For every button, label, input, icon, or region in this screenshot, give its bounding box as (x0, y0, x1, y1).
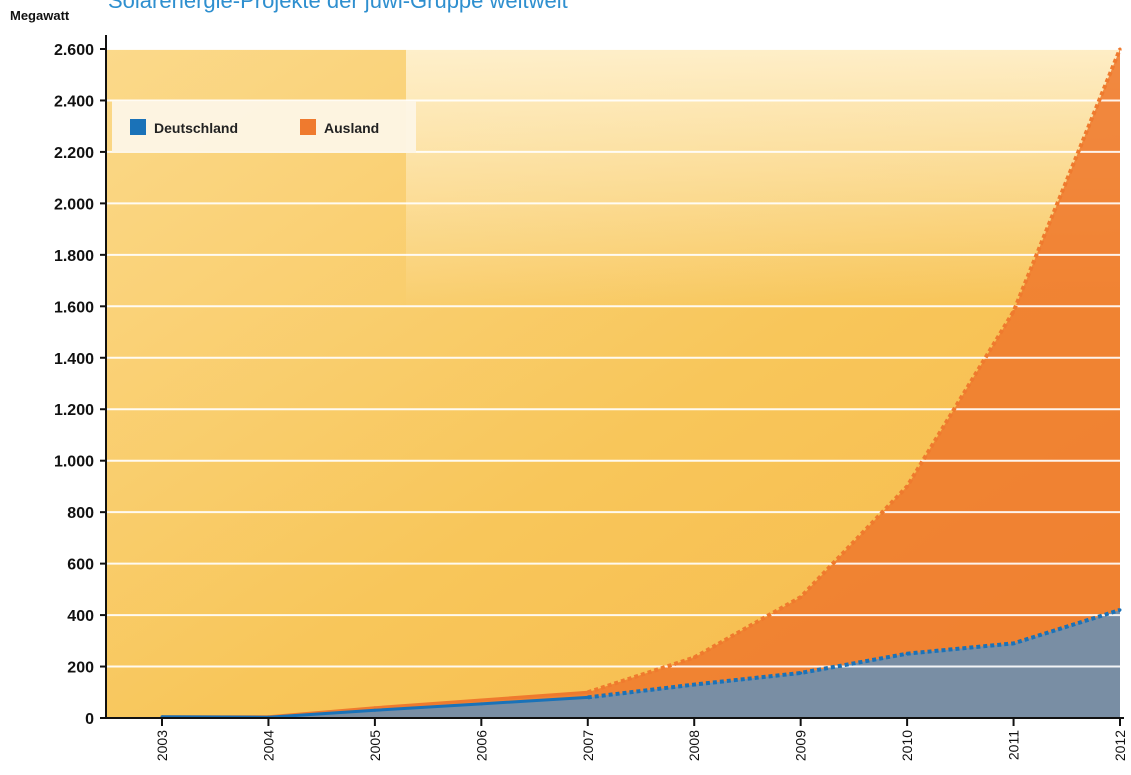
y-tick-label: 1.000 (54, 454, 94, 471)
point-deutschland-2006 (479, 702, 483, 706)
y-tick-label: 2.600 (54, 42, 94, 59)
point-deutschland-2010 (905, 652, 909, 656)
x-tick-label: 2007 (580, 730, 596, 761)
y-tick-label: 0 (85, 711, 94, 728)
x-tick-label: 2003 (154, 730, 170, 761)
legend-box (112, 101, 416, 153)
y-tick-label: 1.600 (54, 299, 94, 316)
y-tick-label: 1.800 (54, 248, 94, 265)
x-tick-label: 2006 (473, 730, 489, 761)
point-deutschland-2005 (373, 708, 377, 712)
point-deutschland-2009 (799, 671, 803, 675)
y-axis-unit-label: Megawatt (10, 8, 70, 23)
x-tick-label: 2012 (1112, 730, 1128, 761)
x-tick-label: 2011 (1006, 730, 1022, 760)
y-tick-label: 1.200 (54, 402, 94, 419)
x-tick-label: 2010 (899, 730, 915, 761)
point-deutschland-2008 (692, 683, 696, 687)
x-tick-label: 2004 (260, 730, 276, 761)
x-tick-label: 2008 (686, 730, 702, 761)
legend-swatch-deutschland (130, 119, 146, 135)
point-deutschland-2007 (586, 695, 590, 699)
y-tick-label: 800 (67, 505, 94, 522)
x-tick-label: 2009 (793, 730, 809, 761)
line-ausland-dotted (587, 48, 1122, 695)
y-tick-label: 2.200 (54, 145, 94, 162)
y-tick-label: 400 (67, 608, 94, 625)
area-ausland (162, 49, 1120, 718)
point-ausland-2006 (479, 698, 483, 702)
y-tick-label: 1.400 (54, 351, 94, 368)
point-ausland-2007 (586, 690, 590, 694)
x-tick-label: 2005 (367, 730, 383, 761)
legend-label-deutschland: Deutschland (154, 120, 238, 136)
y-tick-label: 600 (67, 557, 94, 574)
point-ausland-2005 (373, 706, 377, 710)
point-deutschland-2012 (1118, 608, 1122, 612)
point-ausland-2008 (692, 656, 696, 660)
y-tick-label: 200 (67, 660, 94, 677)
legend-label-ausland: Ausland (324, 120, 379, 136)
line-deutschland-dotted (587, 608, 1121, 700)
y-tick-label: 2.000 (54, 196, 94, 213)
y-tick-label: 2.400 (54, 93, 94, 110)
chart-title: Solarenergie-Projekte der juwi-Gruppe we… (108, 0, 568, 13)
point-ausland-2012 (1118, 47, 1122, 51)
legend-swatch-ausland (300, 119, 316, 135)
point-ausland-2010 (905, 484, 909, 488)
point-deutschland-2011 (1012, 641, 1016, 645)
point-ausland-2009 (799, 595, 803, 599)
area-deutschland (162, 609, 1120, 718)
point-ausland-2011 (1012, 309, 1016, 313)
sky-glow (406, 49, 1120, 309)
